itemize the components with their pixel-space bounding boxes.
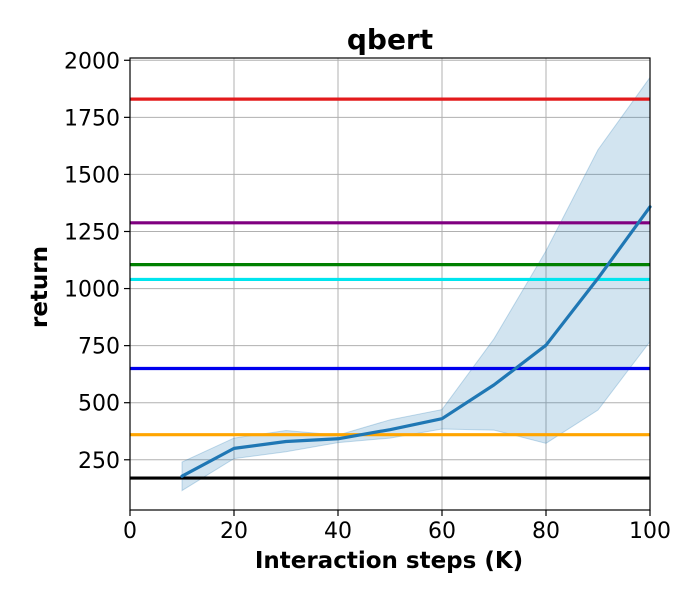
axis-ticks: 0 20 40 60 80 100 250 500 750 1000 1250 1500 1750 200…	[64, 49, 671, 544]
x-axis-label: Interaction steps (K)	[255, 548, 523, 574]
x-tick-label: 60	[428, 519, 456, 544]
series-lines	[180, 205, 652, 478]
y-tick-label: 1750	[64, 106, 120, 131]
y-tick-label: 250	[78, 449, 120, 474]
chart-title: qbert	[347, 23, 433, 56]
y-tick-label: 1250	[64, 220, 120, 245]
y-tick-label: 2000	[64, 49, 120, 74]
confidence-band	[181, 75, 651, 492]
reference-lines	[130, 97, 650, 480]
confidence-bands	[181, 75, 651, 492]
y-axis-label: return	[27, 246, 53, 328]
y-tick-label: 1500	[64, 163, 120, 188]
x-tick-label: 20	[220, 519, 248, 544]
y-tick-label: 1000	[64, 278, 120, 303]
x-tick-label: 100	[629, 519, 671, 544]
plot-frame	[129, 57, 651, 511]
y-tick-label: 750	[78, 335, 120, 360]
x-tick-label: 80	[532, 519, 560, 544]
y-tick-label: 500	[78, 392, 120, 417]
x-tick-label: 0	[123, 519, 137, 544]
series-line	[180, 205, 652, 478]
x-tick-label: 40	[324, 519, 352, 544]
